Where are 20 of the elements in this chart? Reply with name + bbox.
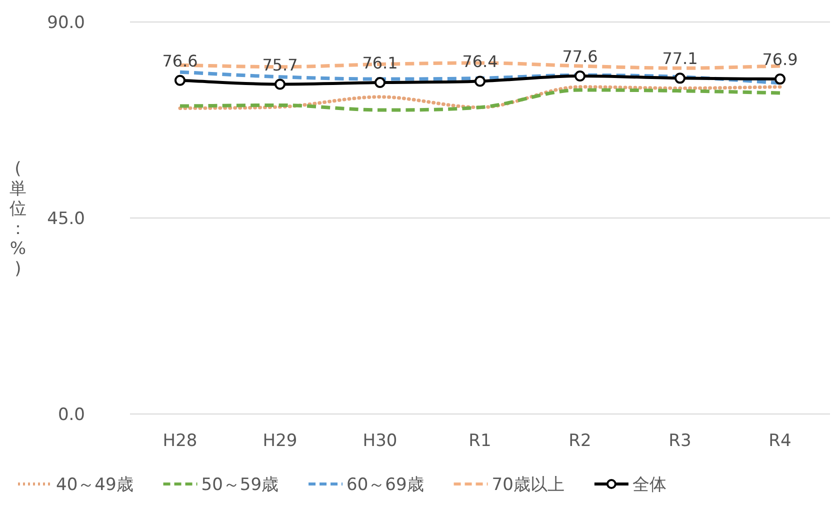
y-tick-label: 45.0 — [47, 209, 85, 229]
data-label: 77.6 — [562, 47, 598, 66]
legend-label: 50～59歳 — [201, 475, 279, 495]
legend-label: 70歳以上 — [492, 475, 564, 495]
y-tick-label: 90.0 — [47, 13, 85, 33]
legend-label: 60～69歳 — [346, 475, 424, 495]
x-tick-label: R1 — [468, 431, 492, 451]
x-tick-label: H28 — [162, 431, 198, 451]
x-tick-label: R4 — [768, 431, 792, 451]
legend-label: 全体 — [632, 475, 666, 495]
legend-label: 40～49歳 — [56, 475, 134, 495]
data-label: 76.6 — [162, 51, 198, 70]
x-tick-label: R2 — [568, 431, 592, 451]
x-tick-label: R3 — [668, 431, 692, 451]
y-tick-label: 0.0 — [58, 405, 85, 425]
data-label: 76.9 — [762, 50, 798, 70]
data-label: 77.1 — [662, 49, 698, 68]
x-tick-label: H29 — [262, 431, 298, 451]
x-tick-label: H30 — [362, 431, 398, 451]
y-axis-title: (単位：%) — [10, 159, 26, 279]
